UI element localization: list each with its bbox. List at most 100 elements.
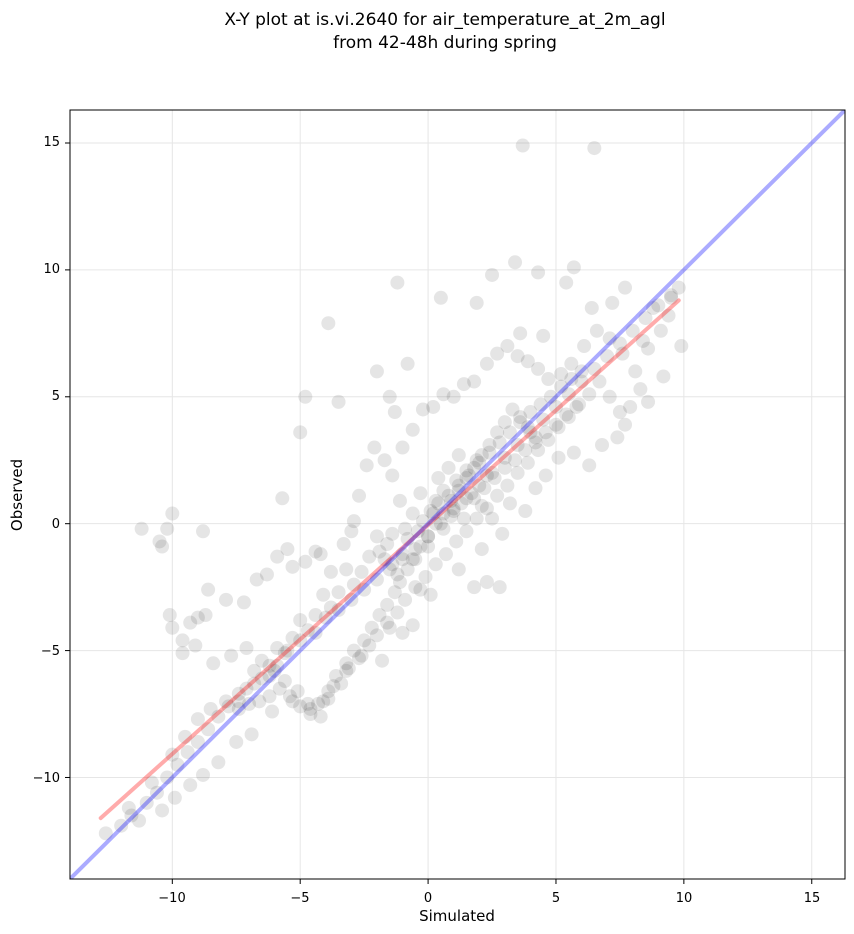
data-point bbox=[653, 323, 668, 338]
data-point bbox=[244, 727, 259, 742]
data-point bbox=[569, 399, 584, 414]
data-point bbox=[612, 336, 627, 351]
data-point bbox=[436, 387, 451, 402]
data-point bbox=[190, 734, 205, 749]
data-point bbox=[272, 681, 287, 696]
data-point bbox=[395, 547, 410, 562]
data-point bbox=[344, 592, 359, 607]
data-point bbox=[239, 641, 254, 656]
data-points bbox=[98, 138, 689, 841]
data-point bbox=[398, 592, 413, 607]
data-point bbox=[479, 501, 494, 516]
data-point bbox=[221, 699, 236, 714]
data-point bbox=[518, 503, 533, 518]
data-point bbox=[262, 658, 277, 673]
data-point bbox=[354, 648, 369, 663]
data-point bbox=[254, 653, 269, 668]
data-point bbox=[543, 389, 558, 404]
data-point bbox=[114, 818, 129, 833]
data-point bbox=[502, 496, 517, 511]
data-point bbox=[367, 440, 382, 455]
data-point bbox=[300, 696, 315, 711]
data-point bbox=[334, 676, 349, 691]
data-point bbox=[395, 552, 410, 567]
data-point bbox=[190, 712, 205, 727]
data-point bbox=[211, 755, 226, 770]
data-point bbox=[405, 506, 420, 521]
data-point bbox=[405, 422, 420, 437]
data-point bbox=[449, 473, 464, 488]
data-point bbox=[280, 643, 295, 658]
data-point bbox=[656, 369, 671, 384]
data-point bbox=[400, 562, 415, 577]
data-point bbox=[459, 463, 474, 478]
data-point bbox=[602, 389, 617, 404]
data-point bbox=[541, 372, 556, 387]
data-point bbox=[528, 430, 543, 445]
data-point bbox=[618, 417, 633, 432]
data-point bbox=[515, 138, 530, 153]
data-point bbox=[487, 471, 502, 486]
data-point bbox=[252, 694, 267, 709]
data-point bbox=[298, 554, 313, 569]
data-point bbox=[472, 455, 487, 470]
data-point bbox=[387, 585, 402, 600]
data-point bbox=[188, 638, 203, 653]
data-point bbox=[426, 506, 441, 521]
data-point bbox=[456, 377, 471, 392]
grid-lines bbox=[70, 110, 845, 879]
data-point bbox=[139, 795, 154, 810]
data-point bbox=[162, 608, 177, 623]
data-point bbox=[201, 722, 216, 737]
data-point bbox=[510, 465, 525, 480]
data-point bbox=[618, 280, 633, 295]
data-point bbox=[313, 547, 328, 562]
plot-frame bbox=[69, 109, 846, 880]
data-point bbox=[285, 694, 300, 709]
data-point bbox=[479, 575, 494, 590]
x-tick-label-1: −5 bbox=[290, 891, 309, 906]
data-point bbox=[346, 577, 361, 592]
data-point bbox=[413, 582, 428, 597]
data-point bbox=[536, 412, 551, 427]
data-point bbox=[346, 514, 361, 529]
data-point bbox=[467, 460, 482, 475]
data-point bbox=[500, 339, 515, 354]
data-point bbox=[405, 618, 420, 633]
data-point bbox=[566, 260, 581, 275]
x-axis-label: Simulated bbox=[419, 907, 495, 925]
data-point bbox=[318, 610, 333, 625]
data-point bbox=[467, 374, 482, 389]
data-point bbox=[413, 539, 428, 554]
data-point bbox=[346, 643, 361, 658]
data-point bbox=[262, 689, 277, 704]
data-point bbox=[362, 549, 377, 564]
data-point bbox=[559, 275, 574, 290]
data-point bbox=[410, 524, 425, 539]
data-point bbox=[339, 562, 354, 577]
data-point bbox=[165, 620, 180, 635]
data-point bbox=[533, 397, 548, 412]
data-point bbox=[303, 707, 318, 722]
data-point bbox=[436, 483, 451, 498]
data-point bbox=[482, 438, 497, 453]
x-tick-label-4: 10 bbox=[676, 891, 693, 906]
data-point bbox=[467, 580, 482, 595]
data-point bbox=[354, 564, 369, 579]
data-point bbox=[582, 387, 597, 402]
chart-title-line-1: X-Y plot at is.vi.2640 for air_temperatu… bbox=[224, 10, 665, 30]
data-point bbox=[520, 420, 535, 435]
data-point bbox=[339, 663, 354, 678]
data-point bbox=[628, 364, 643, 379]
data-point bbox=[602, 331, 617, 346]
data-point bbox=[265, 704, 280, 719]
data-point bbox=[170, 757, 185, 772]
data-point bbox=[441, 460, 456, 475]
data-point bbox=[492, 435, 507, 450]
data-point bbox=[633, 382, 648, 397]
data-point bbox=[313, 709, 328, 724]
data-point bbox=[615, 346, 630, 361]
data-point bbox=[385, 526, 400, 541]
data-point bbox=[510, 349, 525, 364]
data-point bbox=[421, 529, 436, 544]
